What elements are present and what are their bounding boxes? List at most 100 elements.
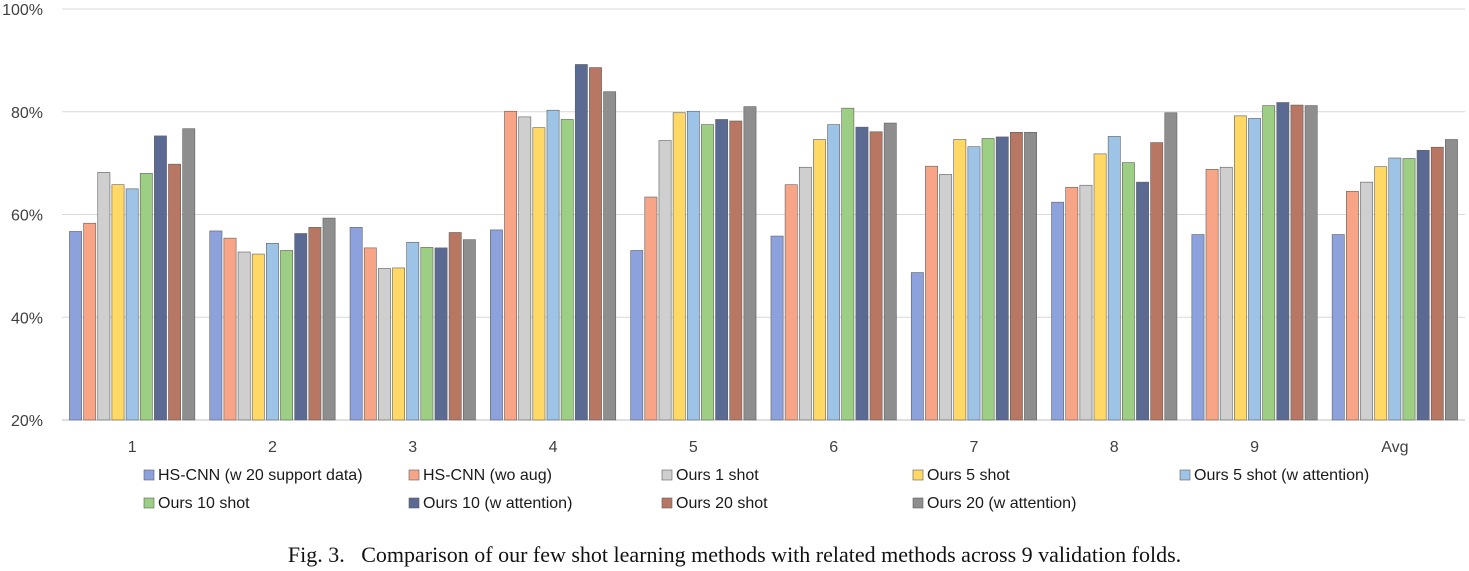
bar: [813, 139, 826, 421]
legend-swatch: [661, 497, 673, 509]
bar: [1065, 186, 1079, 421]
bar: [1360, 181, 1373, 421]
y-tick-label: 100%: [2, 2, 43, 19]
bar: [883, 122, 897, 421]
bar: [1009, 132, 1023, 421]
bar: [1051, 201, 1065, 421]
bar: [701, 124, 714, 421]
x-axis-ticks: 1 2 3 4 5 6 7 8 9 Avg: [128, 439, 1409, 456]
bar: [1430, 146, 1444, 421]
bar: [743, 106, 757, 421]
bar: [223, 237, 237, 421]
x-tick-label: 3: [408, 439, 417, 456]
bar: [1150, 142, 1164, 421]
x-tick-label: 7: [969, 439, 978, 456]
bar: [1290, 104, 1304, 421]
bar: [981, 138, 995, 421]
bar: [349, 227, 363, 421]
bar: [827, 124, 841, 421]
bar: [448, 232, 462, 421]
x-tick-label: 2: [268, 439, 277, 456]
bar: [953, 139, 967, 421]
bar: [546, 109, 560, 421]
bar: [574, 64, 588, 421]
bar: [1122, 162, 1135, 421]
legend-label: HS-CNN (wo aug): [423, 467, 552, 484]
bar: [658, 140, 672, 421]
legend-label: Ours 10 shot: [158, 495, 250, 512]
bar: [462, 239, 476, 421]
bar: [182, 128, 196, 421]
x-tick-label: 4: [549, 439, 558, 456]
x-tick-label: 5: [689, 439, 698, 456]
bar: [154, 135, 167, 421]
bar: [139, 173, 153, 421]
bar: [1191, 234, 1205, 421]
bar: [378, 268, 391, 421]
bar: [603, 91, 617, 421]
bar: [1219, 166, 1233, 421]
legend-label: Ours 10 (w attention): [423, 495, 572, 512]
bar: [715, 119, 729, 421]
x-tick-label: 9: [1250, 439, 1259, 456]
bar: [1445, 139, 1458, 421]
bar: [518, 116, 532, 421]
bar: [1205, 168, 1219, 421]
bar: [125, 188, 139, 421]
bar: [925, 165, 938, 421]
bar: [770, 235, 784, 421]
bar: [1136, 181, 1149, 421]
bar: [504, 110, 517, 421]
bar: [784, 184, 798, 421]
bar: [209, 230, 223, 421]
bar: [69, 231, 82, 421]
legend-label: Ours 5 shot: [927, 467, 1010, 484]
bar: [1079, 184, 1093, 421]
legend-swatch: [408, 497, 420, 509]
bar: [490, 229, 503, 421]
legend-swatch: [912, 469, 924, 481]
bar: [406, 241, 420, 421]
bar: [532, 127, 546, 421]
bar: [1248, 118, 1261, 421]
bar: [83, 222, 97, 421]
x-tick-label: 6: [829, 439, 838, 456]
bar: [589, 67, 602, 421]
bar: [1416, 149, 1430, 421]
bars: [69, 64, 1458, 421]
bar: [1402, 158, 1416, 421]
bar: [1107, 136, 1121, 421]
bar: [97, 172, 111, 421]
y-tick-label: 20%: [11, 413, 43, 430]
legend-swatch: [143, 497, 155, 509]
bar: [392, 267, 405, 421]
bar: [1331, 234, 1345, 421]
bar: [434, 247, 448, 421]
bar: [841, 107, 855, 421]
bar: [1304, 105, 1318, 421]
bar: [1346, 191, 1359, 421]
bar: [420, 247, 434, 421]
bar: [1164, 112, 1178, 421]
bar: [560, 119, 574, 421]
bar: [363, 247, 377, 421]
bar: [910, 272, 924, 421]
bar: [686, 110, 700, 421]
bar: [266, 242, 279, 421]
bar: [967, 146, 981, 421]
legend-label: Ours 20 shot: [676, 495, 768, 512]
bar: [251, 253, 265, 421]
figure-caption: Fig. 3. Comparison of our few shot learn…: [287, 542, 1182, 567]
bar: [237, 251, 251, 421]
x-tick-label: 1: [128, 439, 137, 456]
bar: [168, 163, 181, 421]
bar: [630, 250, 644, 421]
bar: [308, 227, 322, 421]
bar: [869, 131, 883, 421]
bar: [672, 112, 686, 421]
bar: [280, 250, 293, 421]
legend-label: Ours 1 shot: [676, 467, 759, 484]
legend-swatch: [408, 469, 420, 481]
bar-chart: 20% 40% 60% 80% 100% 1 2 3 4 5 6 7 8 9 Avg HS-CNN (w …: [2, 2, 1465, 512]
legend-label: HS-CNN (w 20 support data): [158, 467, 363, 484]
